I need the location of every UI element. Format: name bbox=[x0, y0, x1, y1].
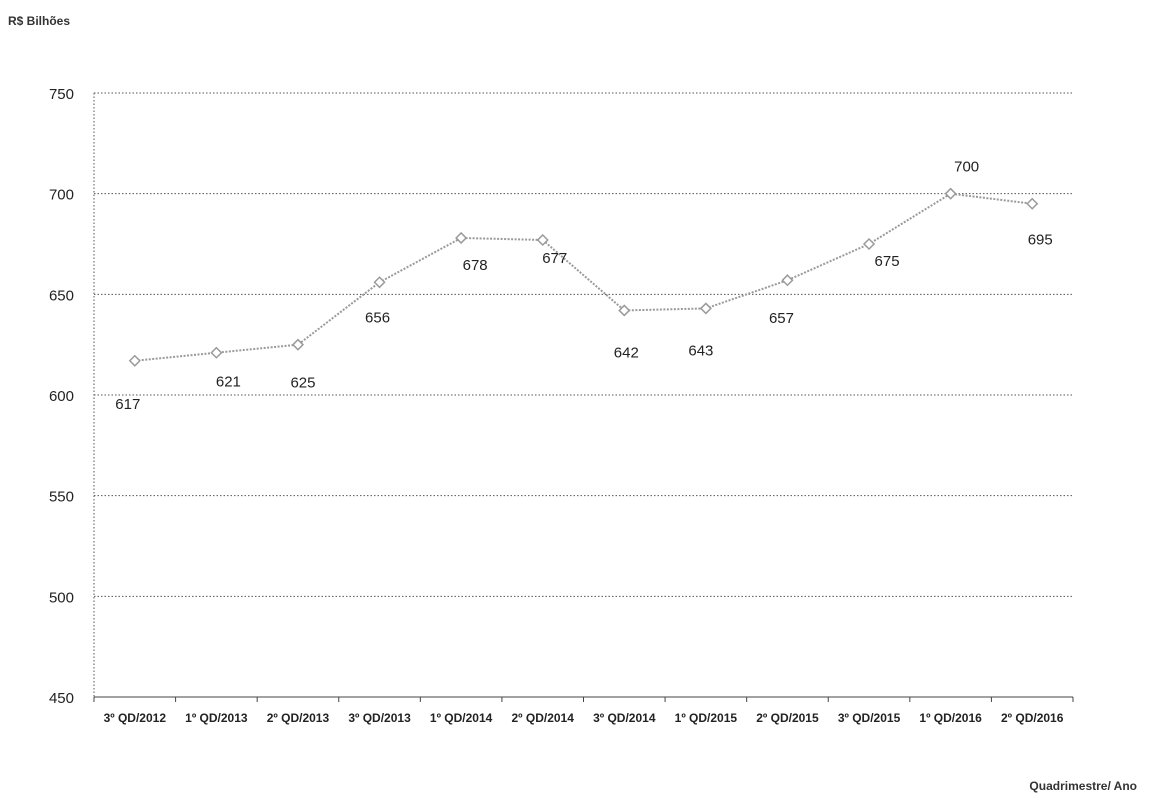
y-axis-label: R$ Bilhões bbox=[8, 14, 71, 28]
y-tick-label: 700 bbox=[49, 187, 74, 204]
data-point bbox=[128, 354, 141, 367]
y-tick-label: 600 bbox=[49, 388, 74, 405]
y-tick-label: 650 bbox=[49, 287, 74, 304]
series-line bbox=[134, 192, 1033, 362]
data-label: 677 bbox=[542, 250, 567, 267]
x-tick-label: 3º QD/2013 bbox=[348, 711, 411, 725]
data-label: 642 bbox=[614, 344, 639, 361]
data-point bbox=[944, 187, 957, 200]
x-tick-label: 2º QD/2014 bbox=[511, 711, 574, 725]
data-point bbox=[536, 233, 549, 247]
data-label: 678 bbox=[463, 257, 488, 274]
x-tick-label: 1º QD/2015 bbox=[675, 711, 738, 725]
data-point bbox=[862, 237, 876, 251]
y-tick-label: 500 bbox=[49, 589, 74, 606]
x-tick-label: 3º QD/2014 bbox=[593, 711, 656, 725]
data-label: 656 bbox=[365, 309, 390, 326]
data-label: 695 bbox=[1028, 232, 1053, 249]
data-point bbox=[455, 231, 468, 245]
data-point bbox=[699, 302, 712, 315]
data-label: 643 bbox=[688, 342, 713, 359]
x-tick-label: 1º QD/2016 bbox=[919, 711, 982, 725]
x-tick-label: 2º QD/2016 bbox=[1001, 711, 1064, 725]
data-point bbox=[210, 346, 223, 359]
data-point bbox=[781, 274, 794, 287]
data-label: 675 bbox=[875, 253, 900, 270]
x-tick-label: 3º QD/2012 bbox=[104, 711, 167, 725]
data-label: 625 bbox=[290, 375, 315, 392]
y-tick-label: 550 bbox=[49, 489, 74, 506]
x-tick-label: 2º QD/2015 bbox=[756, 711, 819, 725]
y-tick-label: 750 bbox=[49, 86, 74, 103]
x-tick-label: 3º QD/2015 bbox=[838, 711, 901, 725]
data-point bbox=[373, 276, 386, 289]
x-tick-label: 2º QD/2013 bbox=[267, 711, 330, 725]
data-label: 617 bbox=[115, 396, 140, 413]
data-label: 700 bbox=[954, 159, 979, 176]
x-tick-label: 1º QD/2014 bbox=[430, 711, 493, 725]
data-point bbox=[291, 338, 305, 351]
x-axis-label: Quadrimestre/ Ano bbox=[1029, 779, 1137, 793]
x-tick-label: 1º QD/2013 bbox=[185, 711, 248, 725]
data-point bbox=[1026, 197, 1039, 210]
data-point bbox=[618, 304, 631, 317]
data-label: 657 bbox=[769, 310, 794, 327]
data-label: 621 bbox=[216, 374, 241, 391]
y-tick-label: 450 bbox=[49, 690, 74, 707]
